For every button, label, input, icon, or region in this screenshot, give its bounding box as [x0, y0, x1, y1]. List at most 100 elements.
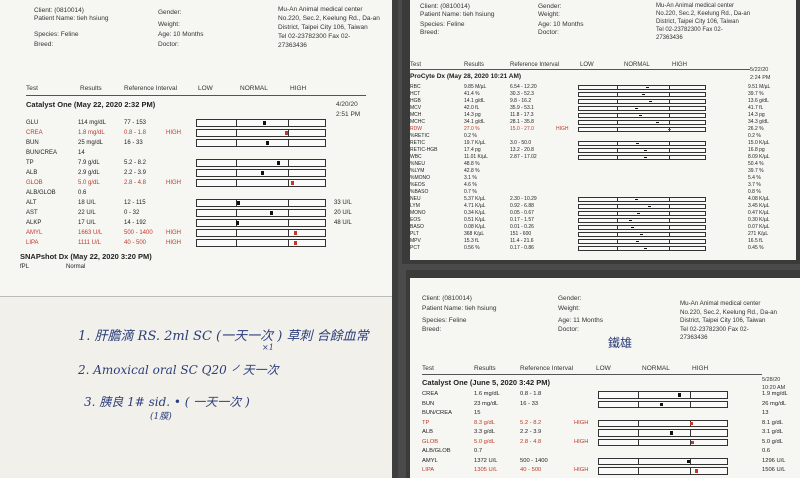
- table-row: %BASO 0.7 % 0.8 %: [410, 189, 794, 196]
- result-value: 8.3 g/dL: [474, 419, 495, 426]
- result-marker: [655, 122, 659, 123]
- result-reference: 2.30 - 10.29: [510, 196, 537, 202]
- weight: Weight:: [538, 11, 560, 18]
- table-row: LYM 4.71 K/µL 0.92 - 6.88 3.45 K/µL: [410, 203, 794, 210]
- age: Age: 11 Months: [558, 317, 604, 324]
- range-divider-low: [236, 230, 237, 236]
- range-divider-low: [617, 226, 619, 229]
- range-divider-high: [690, 401, 691, 407]
- range-divider-high: [668, 219, 670, 222]
- range-divider-high: [668, 149, 670, 152]
- table-row: CREA 1.8 mg/dL 0.8 - 1.8 HIGH: [26, 128, 386, 138]
- result-reference: 0.92 - 6.88: [510, 203, 534, 209]
- range-bar: [196, 179, 326, 187]
- result-value: 0.2 %: [464, 133, 477, 139]
- result-reference: 9.8 - 16.2: [510, 98, 532, 104]
- range-divider-high: [668, 107, 670, 110]
- result-test-name: HGB: [410, 98, 421, 104]
- result-marker: [631, 227, 635, 228]
- result-marker: [638, 115, 642, 116]
- result-test-name: %BASO: [410, 189, 429, 195]
- result-value: 0.6: [78, 190, 87, 196]
- table-row: MPV 15.3 fL 11.4 - 21.6 16.5 fL: [410, 238, 794, 245]
- col-results: Results: [80, 85, 102, 92]
- result-test-name: ALT: [26, 200, 37, 206]
- species: Species: Feline: [422, 317, 467, 324]
- range-bar: [196, 169, 326, 177]
- col-normal: NORMAL: [240, 85, 268, 92]
- result-reference: 500 - 1400: [124, 230, 153, 236]
- catalyst-june-prev-time: 10:20 AM: [762, 385, 786, 391]
- result-test-name: %LYM: [410, 168, 425, 174]
- table-row: HCT 41.4 % 30.3 - 52.3 39.7 %: [410, 91, 794, 98]
- catalyst-june-results-table: CREA 1.6 mg/dL 0.8 - 1.8 1.9 mg/dL BUN 23 mg/…: [422, 390, 800, 478]
- col-reference: Reference Interval: [510, 62, 560, 68]
- range-divider-low: [638, 439, 639, 445]
- table-row: PCT 0.56 % 0.17 - 0.86 0.45 %: [410, 245, 794, 252]
- result-previous: 33 U/L: [334, 200, 352, 206]
- catalyst-june-title: Catalyst One (June 5, 2020 3:42 PM): [422, 378, 550, 387]
- table-row: ALT 18 U/L 12 - 115 33 U/L: [26, 198, 386, 208]
- table-row: MCH 14.3 pg 11.8 - 17.3 14.3 pg: [410, 112, 794, 119]
- result-test-name: HCT: [410, 91, 421, 97]
- range-bar: [196, 129, 326, 137]
- result-value: 48.8 %: [464, 161, 480, 167]
- range-bar: [578, 113, 706, 118]
- range-divider-high: [288, 200, 289, 206]
- result-reference: 500 - 1400: [520, 457, 548, 464]
- result-previous: 8.09 K/µL: [748, 154, 770, 160]
- result-value: 14.1 g/dL: [464, 98, 485, 104]
- clinic-block: Mu-An Animal medical center No.220, Sec.…: [278, 5, 390, 50]
- result-previous: 3.45 K/µL: [748, 203, 770, 209]
- result-previous: 0.07 K/µL: [748, 224, 770, 230]
- result-value: 15: [474, 410, 481, 416]
- result-marker: [260, 171, 264, 175]
- result-marker: [269, 211, 273, 215]
- range-bar: [578, 148, 706, 153]
- result-previous: 14.3 pg: [748, 112, 765, 118]
- range-bar: [578, 197, 706, 202]
- result-test-name: RETIC: [410, 140, 425, 146]
- patient-name: Patient Name: tieh hsiung: [420, 11, 495, 18]
- result-value: 15.3 fL: [464, 238, 480, 244]
- result-flag: HIGH: [166, 230, 181, 236]
- result-previous: 3.7 %: [748, 182, 761, 188]
- table-row: NEU 5.37 K/µL 2.30 - 10.29 4.08 K/µL: [410, 196, 794, 203]
- range-bar: [598, 438, 728, 446]
- result-marker: [263, 121, 267, 125]
- result-value: 17.4 pg: [464, 147, 481, 153]
- range-divider-high: [690, 430, 691, 436]
- result-value: 42.0 fL: [464, 105, 480, 111]
- col-normal: NORMAL: [624, 62, 650, 68]
- table-row: LIPA 1305 U/L 40 - 500 HIGH 1506 U/L: [422, 466, 800, 476]
- result-value: 9.85 M/µL: [464, 84, 487, 90]
- result-previous: 5.0 g/dL: [762, 438, 783, 445]
- result-marker: [686, 459, 690, 463]
- table-row: MONO 0.34 K/µL 0.05 - 0.67 0.47 K/µL: [410, 210, 794, 217]
- species: Species: Feline: [34, 31, 79, 38]
- range-divider-low: [617, 86, 619, 89]
- result-previous: 50.4 %: [748, 161, 764, 167]
- result-value: 23 mg/dL: [474, 400, 499, 407]
- range-bar: [598, 391, 728, 399]
- table-row: AMYL 1372 U/L 500 - 1400 1296 U/L: [422, 457, 800, 467]
- range-divider-high: [668, 247, 670, 250]
- result-test-name: PLT: [410, 231, 419, 237]
- result-test-name: MONO: [410, 210, 426, 216]
- table-row: MCHC 34.1 g/dL 28.1 - 35.8 34.3 g/dL: [410, 119, 794, 126]
- result-reference: 2.2 - 3.9: [124, 170, 147, 176]
- result-test-name: GLOB: [26, 180, 43, 186]
- clinic-address-2: District, Taipei City 106, Taiwan: [656, 19, 739, 25]
- range-divider-high: [668, 205, 670, 208]
- range-divider-high: [288, 130, 289, 136]
- clinic-name: Mu-An Animal medical center: [278, 6, 363, 13]
- range-divider-high: [690, 458, 691, 464]
- table-row: %NEU 48.8 % 50.4 %: [410, 161, 794, 168]
- result-value: 368 K/µL: [464, 231, 485, 237]
- table-row: ALB 3.3 g/dL 2.2 - 3.9 3.1 g/dL: [422, 428, 800, 438]
- result-flag: HIGH: [574, 438, 589, 445]
- result-value: 0.51 K/µL: [464, 217, 486, 223]
- note-line-2: 2. Amoxical oral SC Q20 ㇒天一次: [78, 363, 279, 377]
- result-value: 11.01 K/µL: [464, 154, 488, 160]
- clinic-address-1: No.220, Sec.2, Keelung Rd., Da-an: [656, 11, 751, 17]
